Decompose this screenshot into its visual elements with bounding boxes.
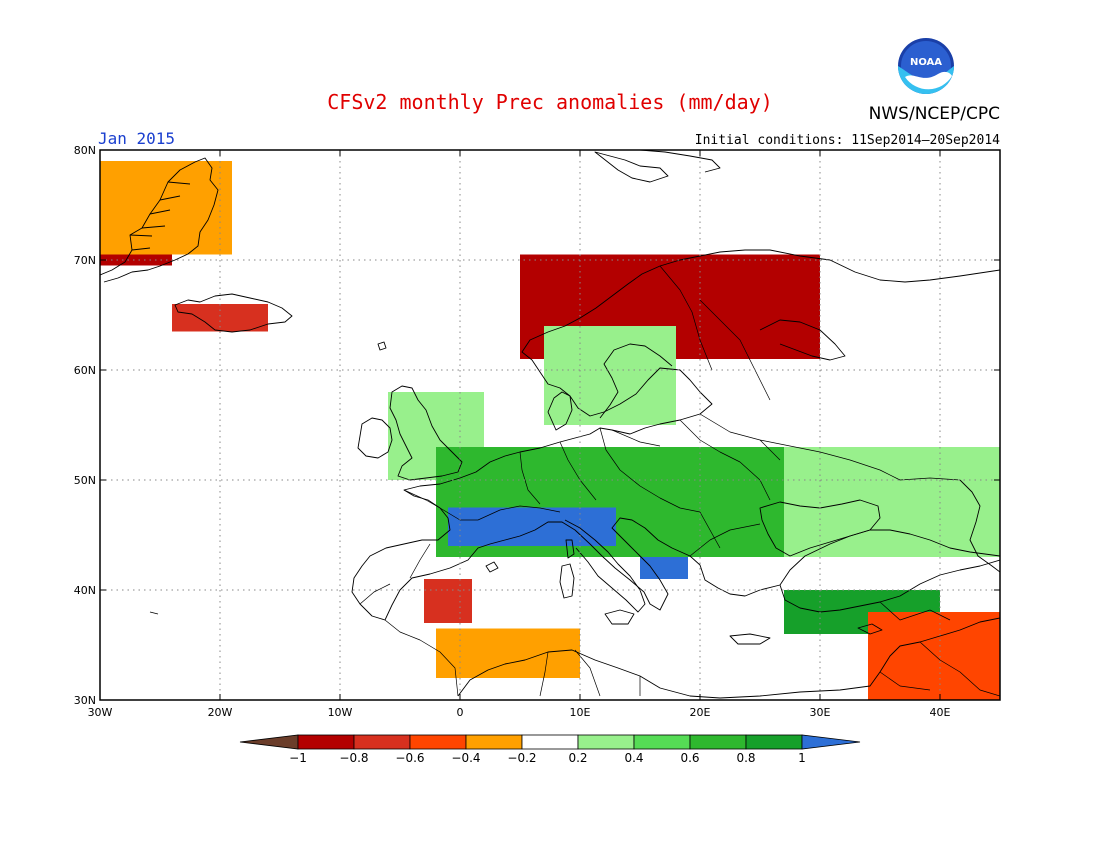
target-month: Jan 2015 [98, 129, 175, 148]
coast-black-sea [759, 499, 881, 557]
coast-baltic [599, 343, 673, 419]
coast-cyprus [857, 623, 883, 635]
colorbar-label: 0.8 [736, 751, 755, 765]
lon-tick-label: 40E [930, 706, 951, 719]
colorbar-bin [577, 734, 635, 750]
coast-iceland [174, 293, 293, 333]
lat-tick-label: 50N [74, 474, 96, 487]
organization-label: NWS/NCEP/CPC [869, 104, 1000, 124]
colorbar-label: 0.4 [624, 751, 643, 765]
chart-title: CFSv2 monthly Prec anomalies (mm/day) [327, 90, 773, 114]
colorbar-bin [745, 734, 803, 750]
anomaly-region: Southern Spain [424, 579, 472, 623]
lat-tick-label: 40N [74, 584, 96, 597]
graticule [100, 150, 1000, 700]
colorbar-label: −0.4 [451, 751, 480, 765]
colorbar-label: −0.2 [507, 751, 536, 765]
lon-tick-label: 30W [88, 706, 113, 719]
colorbar-label: −0.6 [395, 751, 424, 765]
map-axes: 30W 20W 10W 0 10E 20E 30E 40E 30N 40N 50N 60N 70N 80N [74, 144, 1000, 719]
map-frame [99, 149, 1001, 701]
colorbar-label: 0.6 [680, 751, 699, 765]
anomaly-region: North Africa [436, 628, 580, 678]
coastline-layer [100, 150, 1000, 699]
coast-italy [564, 519, 646, 613]
coast-greenland [100, 157, 219, 283]
coast-sicily [604, 609, 635, 625]
logo-text: NOAA [910, 57, 942, 68]
colorbar-bin [689, 734, 747, 750]
lon-tick-label: 10E [570, 706, 591, 719]
lat-tick-label: 80N [74, 144, 96, 157]
country-borders-middle-east [879, 601, 1000, 697]
coast-caspian [959, 479, 1000, 573]
coast-great-britain [389, 385, 463, 481]
colorbar-label: −1 [289, 751, 307, 765]
coast-madeira [149, 611, 159, 615]
colorbar-arrow-low [239, 734, 299, 750]
colorbar-bin [465, 734, 523, 750]
colorbar-bin [297, 734, 355, 750]
coast-greenland-fjords [129, 181, 191, 251]
map-plot-area: Greenland east coastGreenland southeast … [100, 150, 1000, 700]
colorbar-arrow-high [801, 734, 861, 750]
initial-conditions: Initial conditions: 11Sep2014–20Sep2014 [695, 133, 1000, 148]
noaa-logo-icon: NOAA [898, 38, 954, 94]
lat-tick-label: 30N [74, 694, 96, 707]
colorbar-bin [353, 734, 411, 750]
colorbar-bin [633, 734, 691, 750]
lon-tick-label: 20E [690, 706, 711, 719]
anomaly-region: Western Russia / Ukraine [784, 447, 1000, 557]
anomaly-region: Greenland southeast tip [100, 254, 172, 266]
coast-balearics [485, 561, 499, 573]
coast-sardinia [559, 539, 575, 599]
lat-tick-label: 70N [74, 254, 96, 267]
anomaly-layer: Greenland east coastGreenland southeast … [100, 161, 1000, 700]
lon-tick-label: 10W [328, 706, 353, 719]
lon-tick-label: 20W [208, 706, 233, 719]
colorbar: −1 −0.8 −0.6 −0.4 −0.2 0.2 0.4 0.6 0.8 1 [239, 734, 861, 765]
colorbar-label: −0.8 [339, 751, 368, 765]
country-borders-africa [384, 619, 641, 697]
lat-tick-label: 60N [74, 364, 96, 377]
anomaly-region: Adriatic / Balkans [640, 557, 688, 579]
lon-tick-label: 30E [810, 706, 831, 719]
coast-denmark [547, 391, 573, 431]
colorbar-label: 1 [798, 751, 806, 765]
anomaly-region: Levant [868, 612, 1000, 700]
lon-tick-label: 0 [457, 706, 464, 719]
coast-faroes [377, 341, 387, 351]
coast-svalbard [594, 150, 721, 183]
coast-crete [729, 633, 771, 645]
coast-kola [759, 319, 846, 361]
colorbar-bin [521, 734, 579, 750]
anomaly-region: Scandinavia interior [544, 326, 676, 425]
anomaly-region: Greenland east coast [100, 161, 232, 255]
colorbar-bin [409, 734, 467, 750]
colorbar-label: 0.2 [568, 751, 587, 765]
coast-ireland [357, 417, 393, 459]
anomaly-region: France / Alps [448, 507, 616, 546]
